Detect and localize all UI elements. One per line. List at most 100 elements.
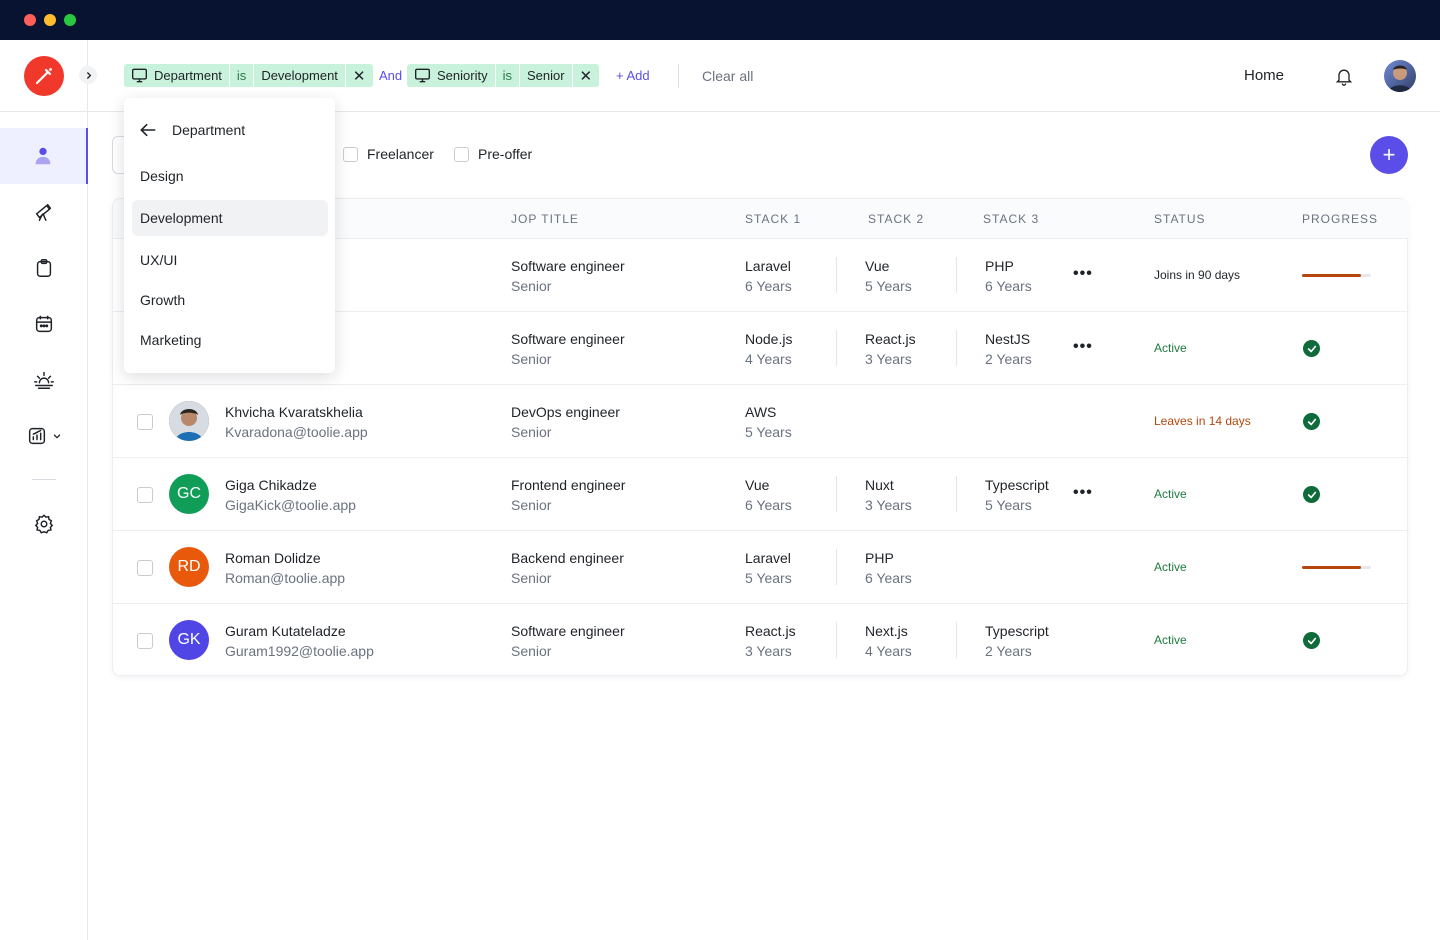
close-icon: ✕	[579, 67, 593, 85]
remove-filter-button[interactable]: ✕	[346, 64, 373, 87]
stack-name: Node.js	[745, 331, 793, 347]
add-employee-button[interactable]: +	[1370, 136, 1408, 174]
avatar: GC	[169, 474, 209, 514]
column-header-stack-2[interactable]: STACK 2	[868, 212, 925, 226]
dropdown-title: Department	[172, 122, 246, 138]
column-header-stack-1[interactable]: STACK 1	[745, 212, 802, 226]
sidebar	[0, 40, 88, 940]
app-logo[interactable]	[24, 56, 64, 96]
dropdown-option[interactable]: Marketing	[140, 332, 202, 348]
seniority: Senior	[511, 278, 552, 294]
table-row[interactable]: RD Roman Dolidze Roman@toolie.app Backend e…	[113, 531, 1409, 604]
user-icon	[35, 147, 51, 165]
sidebar-divider	[0, 111, 88, 112]
employee-name[interactable]: Roman Dolidze	[225, 550, 321, 566]
stack-name: Typescript	[985, 623, 1049, 639]
dropdown-option[interactable]: Growth	[140, 292, 186, 308]
add-filter-button[interactable]: + Add	[616, 68, 650, 83]
sidebar-item-time-off[interactable]	[0, 352, 88, 408]
gear-icon	[34, 514, 54, 534]
pre-offer-checkbox[interactable]	[454, 146, 469, 162]
stack-name: Laravel	[745, 258, 791, 274]
remove-filter-button[interactable]: ✕	[573, 64, 600, 87]
employee-email: Guram1992@toolie.app	[225, 643, 374, 659]
filter-value[interactable]: Senior	[520, 64, 573, 87]
seniority: Senior	[511, 643, 552, 659]
employee-name[interactable]: Khvicha Kvaratskhelia	[225, 404, 363, 420]
clipboard-icon	[36, 259, 52, 277]
filter-chip-department[interactable]: Department is Development ✕	[124, 64, 373, 87]
freelancer-checkbox[interactable]	[343, 146, 358, 162]
chevron-down-icon[interactable]	[52, 431, 62, 441]
status-badge: Active	[1154, 487, 1187, 501]
bell-icon[interactable]	[1334, 65, 1354, 87]
job-title: Software engineer	[511, 331, 625, 347]
filter-field-label: Seniority	[437, 68, 488, 83]
stack-name: Laravel	[745, 550, 791, 566]
filter-operator[interactable]: is	[496, 64, 520, 87]
row-checkbox[interactable]	[137, 560, 153, 576]
dropdown-header[interactable]: Department	[140, 122, 245, 138]
stack-divider	[956, 330, 957, 366]
clear-all-button[interactable]: Clear all	[702, 68, 754, 84]
column-header-progress[interactable]: PROGRESS	[1302, 212, 1379, 226]
more-stacks-icon[interactable]: •••	[1073, 265, 1093, 282]
column-header-job-title[interactable]: JOP TITLE	[511, 212, 579, 226]
stack-divider	[836, 257, 837, 293]
filter-operator[interactable]: is	[230, 64, 255, 87]
user-avatar[interactable]	[1384, 60, 1416, 92]
check-circle-icon	[1303, 632, 1320, 649]
sidebar-item-settings[interactable]	[0, 496, 88, 552]
sidebar-item-reports[interactable]	[0, 408, 88, 464]
employee-name[interactable]: Guram Kutateladze	[225, 623, 346, 639]
table-row[interactable]: Khvicha Kvaratskhelia Kvaradona@toolie.ap…	[113, 385, 1409, 458]
progress-bar	[1302, 566, 1371, 569]
home-link[interactable]: Home	[1244, 67, 1285, 84]
row-checkbox[interactable]	[137, 487, 153, 503]
seniority: Senior	[511, 351, 552, 367]
dropdown-option[interactable]: UX/UI	[140, 252, 178, 268]
dropdown-option[interactable]: Development	[132, 200, 328, 236]
employee-name[interactable]: Giga Chikadze	[225, 477, 317, 493]
status-badge: Active	[1154, 560, 1187, 574]
freelancer-filter[interactable]: Freelancer	[343, 146, 434, 162]
close-window-button[interactable]	[24, 14, 36, 26]
minimize-window-button[interactable]	[44, 14, 56, 26]
arrow-left-icon[interactable]	[140, 123, 156, 137]
row-checkbox[interactable]	[137, 414, 153, 430]
sidebar-item-explore[interactable]	[0, 184, 88, 240]
stack-years: 6 Years	[745, 497, 792, 513]
column-header-stack-3[interactable]: STACK 3	[983, 212, 1040, 226]
stack-years: 6 Years	[865, 570, 912, 586]
sidebar-item-tasks[interactable]	[0, 240, 88, 296]
filter-field[interactable]: Seniority	[407, 64, 496, 87]
row-checkbox[interactable]	[137, 633, 153, 649]
progress-fill	[1302, 274, 1361, 277]
stack-years: 5 Years	[745, 424, 792, 440]
stack-years: 5 Years	[865, 278, 912, 294]
pre-offer-filter[interactable]: Pre-offer	[454, 146, 532, 162]
sidebar-expand-button[interactable]	[79, 66, 97, 84]
more-stacks-icon[interactable]: •••	[1073, 484, 1093, 501]
employee-email: Kvaradona@toolie.app	[225, 424, 368, 440]
column-header-status[interactable]: STATUS	[1154, 212, 1206, 226]
filter-chip-seniority[interactable]: Seniority is Senior ✕	[407, 64, 600, 87]
table-row[interactable]: GK Guram Kutateladze Guram1992@toolie.app S…	[113, 604, 1409, 677]
table-row[interactable]: GC Giga Chikadze GigaKick@toolie.app Fronte…	[113, 458, 1409, 531]
sidebar-item-people[interactable]	[0, 128, 88, 184]
chevron-right-icon	[86, 71, 91, 79]
telescope-icon	[35, 203, 52, 221]
dropdown-option[interactable]: Design	[140, 168, 184, 184]
stack-name: Vue	[745, 477, 770, 493]
maximize-window-button[interactable]	[64, 14, 76, 26]
employee-email: GigaKick@toolie.app	[225, 497, 356, 513]
chart-icon	[28, 427, 46, 445]
more-stacks-icon[interactable]: •••	[1073, 338, 1093, 355]
filter-field[interactable]: Department	[124, 64, 230, 87]
filter-value[interactable]: Development	[254, 64, 346, 87]
status-badge: Leaves in 14 days	[1154, 414, 1251, 428]
stack-years: 3 Years	[865, 497, 912, 513]
sidebar-item-calendar[interactable]	[0, 296, 88, 352]
filter-join-label[interactable]: And	[379, 68, 403, 83]
